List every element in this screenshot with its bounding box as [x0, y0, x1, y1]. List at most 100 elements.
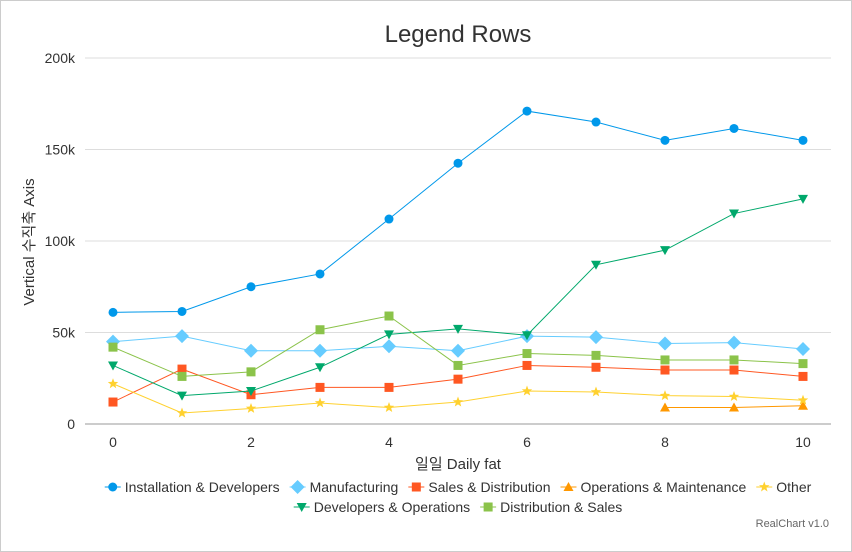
legend-marker	[296, 503, 307, 512]
data-point	[315, 382, 325, 392]
data-point	[176, 407, 188, 418]
x-tick-label: 0	[109, 434, 117, 450]
data-point	[658, 336, 672, 351]
data-point	[246, 282, 256, 292]
y-tick-label: 150k	[45, 142, 76, 158]
axes: 0 50k 100k 150k 200k 0 2 4 6 8 10	[45, 50, 831, 450]
data-point	[177, 306, 187, 316]
x-tick-label: 2	[247, 434, 255, 450]
data-point	[108, 361, 118, 371]
data-point	[384, 330, 394, 340]
chart-title: Legend Rows	[385, 21, 532, 48]
data-point	[453, 324, 463, 334]
credit-label: RealChart v1.0	[756, 518, 829, 530]
data-point	[313, 343, 327, 358]
data-point	[728, 391, 740, 401]
data-point	[729, 123, 739, 133]
data-point	[660, 402, 670, 412]
data-point	[314, 397, 326, 408]
legend-label: Sales & Distribution	[428, 479, 550, 495]
data-point	[522, 360, 532, 370]
data-point	[729, 365, 739, 375]
legend-marker	[411, 482, 421, 492]
data-point	[177, 364, 187, 374]
legend-marker	[108, 482, 118, 492]
legend-label: Installation & Developers	[125, 479, 280, 495]
data-point	[315, 269, 325, 279]
data-point	[452, 396, 464, 407]
data-point	[590, 386, 602, 397]
data-point	[175, 329, 189, 344]
grid-lines	[85, 57, 831, 333]
data-point	[522, 106, 532, 116]
x-tick-label: 4	[385, 434, 393, 450]
data-point	[177, 371, 187, 381]
data-point	[591, 350, 601, 360]
legend-item: Developers & Operations	[293, 499, 470, 515]
data-point	[798, 194, 808, 204]
data-point	[727, 335, 741, 350]
data-point	[108, 397, 118, 407]
legend: Installation & Developers Manufacturing Sa…	[104, 479, 812, 515]
series-group	[106, 106, 810, 418]
legend-item: Installation & Developers	[104, 479, 280, 495]
data-point	[383, 402, 395, 412]
data-point	[798, 359, 808, 369]
x-tick-label: 8	[661, 434, 669, 450]
series-5	[108, 194, 808, 401]
data-point	[729, 209, 739, 219]
series-1	[106, 329, 810, 358]
legend-marker	[290, 480, 305, 494]
y-axis-title: Vertical 수직축 Axis	[21, 178, 38, 305]
legend-marker	[759, 481, 770, 492]
data-point	[659, 390, 671, 401]
data-point	[108, 342, 118, 352]
data-point	[591, 362, 601, 372]
data-point	[108, 307, 118, 317]
series-6	[108, 311, 808, 381]
data-point	[245, 402, 257, 413]
data-point	[660, 365, 670, 375]
data-point	[246, 387, 256, 397]
data-point	[384, 214, 394, 224]
data-point	[591, 117, 601, 127]
data-point	[451, 343, 465, 358]
legend-marker	[483, 502, 493, 512]
data-point	[591, 260, 601, 270]
data-point	[453, 374, 463, 384]
series-line	[112, 110, 804, 313]
data-point	[798, 400, 808, 410]
data-point	[382, 339, 396, 354]
legend-label: Distribution & Sales	[500, 499, 622, 515]
legend-label: Operations & Maintenance	[580, 479, 746, 495]
data-point	[107, 378, 119, 389]
legend-item: Sales & Distribution	[408, 479, 550, 495]
data-point	[315, 363, 325, 373]
data-point	[798, 371, 808, 381]
data-point	[660, 246, 670, 256]
data-point	[589, 330, 603, 345]
data-point	[384, 382, 394, 392]
data-point	[660, 135, 670, 145]
y-tick-label: 50k	[52, 325, 76, 341]
x-tick-label: 10	[795, 434, 811, 450]
data-point	[522, 331, 532, 341]
data-point	[660, 355, 670, 365]
data-point	[246, 367, 256, 377]
y-tick-label: 100k	[45, 233, 76, 249]
data-point	[522, 349, 532, 359]
data-point	[521, 385, 533, 396]
legend-label: Developers & Operations	[314, 499, 470, 515]
y-tick-label: 200k	[45, 50, 76, 66]
series-0	[108, 106, 808, 317]
data-point	[796, 341, 810, 356]
data-point	[244, 343, 258, 358]
series-4	[107, 378, 809, 418]
data-point	[177, 391, 187, 401]
data-point	[315, 325, 325, 335]
legend-item: Distribution & Sales	[480, 499, 622, 515]
data-point	[453, 158, 463, 168]
legend-item: Manufacturing	[289, 479, 398, 495]
